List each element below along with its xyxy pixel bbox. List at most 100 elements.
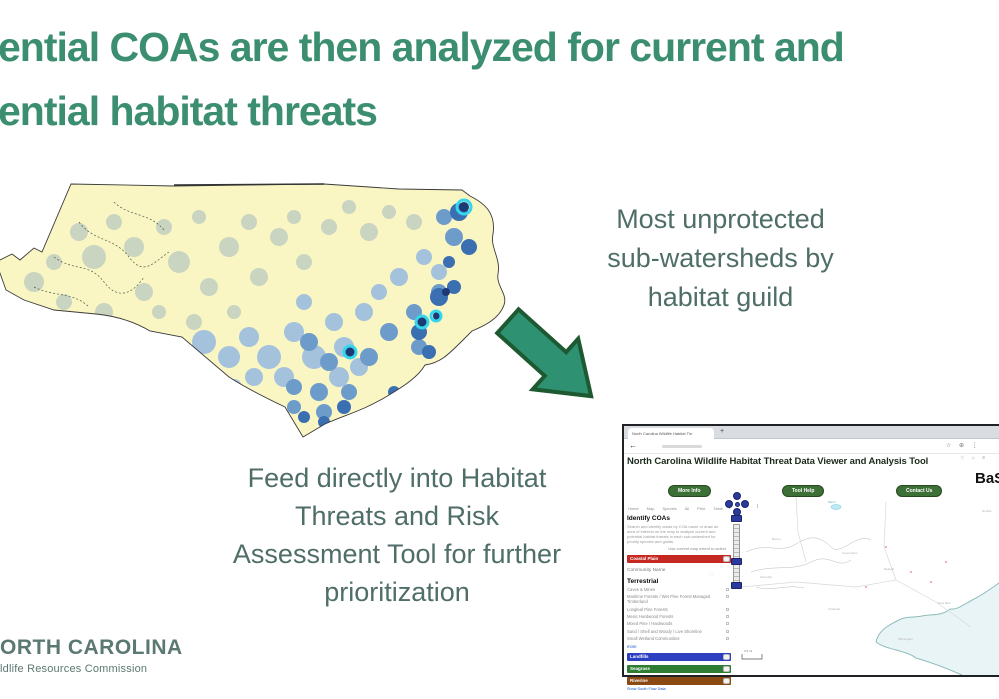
seagrass-label: Seagrass bbox=[630, 665, 651, 671]
layer-item-label: Sand / Shell and Woody / Live Shoreline bbox=[627, 628, 702, 634]
caption-line: Most unprotected bbox=[616, 204, 825, 234]
layer-checkbox[interactable] bbox=[726, 637, 729, 641]
toggle-knob[interactable] bbox=[723, 677, 730, 684]
menu-item[interactable]: All bbox=[684, 506, 690, 511]
svg-text:Boone: Boone bbox=[772, 537, 781, 541]
svg-text:Norfolk: Norfolk bbox=[982, 509, 992, 513]
svg-text:Charlotte: Charlotte bbox=[828, 607, 841, 611]
browser-action-icons[interactable]: ☆ ⊕ ⋮ bbox=[946, 443, 981, 449]
caption-line: Threats and Risk bbox=[294, 501, 500, 531]
kebab-icon[interactable]: ⁞ bbox=[757, 504, 759, 510]
slide-title-line2: ential habitat threats bbox=[0, 88, 378, 134]
layer-item-label: Small Wetland Communities bbox=[627, 636, 680, 642]
menu-item[interactable]: Map bbox=[646, 506, 655, 511]
toggle-knob[interactable] bbox=[723, 665, 730, 672]
layer-item[interactable]: Sand / Shell and Woody / Live Shoreline bbox=[627, 628, 729, 635]
layer-item[interactable]: Small Wetland Communities bbox=[627, 636, 729, 642]
caption-line: sub-watersheds by bbox=[607, 243, 834, 273]
layer-checkbox[interactable] bbox=[726, 622, 729, 626]
layer-checkbox[interactable] bbox=[726, 629, 729, 633]
browser-tab[interactable]: North Carolina Wildlife Habitat Thr bbox=[628, 428, 714, 439]
caption-most-unprotected: Most unprotected sub-watersheds by habit… bbox=[578, 200, 863, 317]
menu-item[interactable]: Species bbox=[662, 506, 677, 511]
toggle-knob[interactable] bbox=[723, 556, 730, 563]
browser-tabstrip: North Carolina Wildlife Habitat Thr + bbox=[624, 426, 999, 439]
basemap-button[interactable]: BaS bbox=[975, 470, 999, 487]
layer-item[interactable]: Caves & Mines bbox=[627, 586, 729, 593]
zoom-slider-handle[interactable] bbox=[731, 558, 742, 565]
logo-line1: ORTH CAROLINA bbox=[0, 636, 183, 659]
browser-toolbar: ← ☆ ⊕ ⋮ bbox=[624, 439, 999, 454]
svg-text:Wilmington: Wilmington bbox=[898, 637, 913, 641]
pan-left-button[interactable] bbox=[725, 500, 733, 508]
layer-item-label: Caves & Mines bbox=[627, 586, 656, 592]
zoom-slider-track[interactable] bbox=[733, 524, 740, 588]
tool-help-button[interactable]: Tool Help bbox=[782, 485, 825, 497]
layer-checkbox[interactable] bbox=[726, 607, 729, 611]
map-pan-control[interactable] bbox=[723, 492, 751, 520]
logo-line2: ldlife Resources Commission bbox=[0, 663, 148, 675]
landfills-bar[interactable]: Landfills bbox=[627, 652, 731, 661]
menu-item[interactable]: Home bbox=[628, 506, 639, 511]
app-page: North Carolina Wildlife Habitat Threat D… bbox=[624, 454, 999, 691]
layer-checkbox[interactable] bbox=[726, 614, 729, 618]
svg-text:Asheville: Asheville bbox=[760, 575, 772, 579]
coastal-plain-bar[interactable]: Coastal Plain bbox=[627, 555, 731, 564]
zoom-slider-handle[interactable] bbox=[731, 515, 742, 522]
layer-item-label: Mesic Hardwood Forests bbox=[627, 613, 674, 619]
nc-choropleth-map bbox=[0, 183, 506, 438]
layer-item[interactable]: Mixed Pine / Hardwoods bbox=[627, 621, 729, 627]
pan-up-button[interactable] bbox=[733, 492, 741, 500]
terrestrial-title: Terrestrial bbox=[627, 578, 659, 586]
zoom-slider-handle[interactable] bbox=[731, 582, 742, 589]
svg-text:Greensboro: Greensboro bbox=[842, 551, 858, 555]
caption-line: prioritization bbox=[324, 577, 470, 607]
layer-item-label: Longleaf Pine Forests bbox=[627, 606, 668, 612]
slide-title-line1: ential COAs are then analyzed for curren… bbox=[0, 24, 845, 70]
menu-item[interactable]: Table bbox=[713, 506, 723, 511]
contact-us-button[interactable]: Contact Us bbox=[896, 485, 943, 497]
coastal-plain-label: Coastal Plain bbox=[630, 556, 659, 562]
app-basemap[interactable]: Boone Asheville Charlotte Greensboro Raleig… bbox=[736, 492, 999, 675]
svg-text:Raleigh: Raleigh bbox=[884, 567, 895, 571]
lake-label: Kerr L bbox=[828, 500, 837, 504]
identify-coas-description: Search and identify areas by COA name or… bbox=[627, 524, 719, 545]
caption-feed-directly: Feed directly into Habitat Threats and R… bbox=[188, 459, 606, 611]
app-menu-row: Home Map Species All Print Table bbox=[628, 506, 723, 511]
app-top-icons[interactable]: ☆ ⌂ ≡ bbox=[960, 455, 989, 461]
riverine-label: Riverine bbox=[630, 677, 648, 683]
wrc-logo: ORTH CAROLINA ldlife Resources Commissio… bbox=[0, 636, 183, 675]
new-tab-icon[interactable]: + bbox=[720, 428, 725, 435]
layer-checkbox[interactable] bbox=[726, 595, 729, 599]
scale-label: 0 5 mi bbox=[744, 649, 753, 653]
menu-item[interactable]: Print bbox=[697, 506, 706, 511]
toggle-knob[interactable] bbox=[723, 653, 730, 660]
back-icon[interactable]: ← bbox=[629, 441, 637, 450]
sidebar-footer-link[interactable]: Show South Flow Data bbox=[627, 686, 666, 691]
seagrass-bar[interactable]: Seagrass bbox=[627, 664, 731, 673]
more-info-button[interactable]: More Info bbox=[668, 485, 711, 497]
caption-line: Assessment Tool for further bbox=[232, 539, 562, 569]
layer-item-label: Mixed Pine / Hardwoods bbox=[627, 621, 673, 627]
identify-coas-title: Identify COAs bbox=[627, 515, 670, 522]
map-extent-link[interactable]: Use current map extent to select bbox=[668, 546, 726, 552]
layer-item[interactable]: Mesic Hardwood Forests bbox=[627, 613, 729, 620]
layer-checkbox[interactable] bbox=[726, 587, 729, 591]
arrow-down-right-icon bbox=[494, 306, 594, 399]
layer-item-label: Maritime Forests / Wet Pine Forest Manag… bbox=[627, 594, 711, 605]
landfills-label: Landfills bbox=[630, 653, 649, 659]
layer-item[interactable]: Maritime Forests / Wet Pine Forest Manag… bbox=[627, 594, 729, 605]
address-bar[interactable] bbox=[662, 445, 702, 448]
riverine-bar[interactable]: Riverine bbox=[627, 676, 731, 685]
caption-line: habitat guild bbox=[647, 282, 794, 312]
pan-right-button[interactable] bbox=[741, 500, 749, 508]
app-heading: North Carolina Wildlife Habitat Threat D… bbox=[627, 456, 929, 467]
svg-text:New Bern: New Bern bbox=[938, 601, 952, 605]
community-name-label: Community Name bbox=[627, 568, 666, 574]
scribble-icon: ◌ bbox=[709, 569, 714, 579]
more-link[interactable]: more bbox=[627, 643, 637, 649]
browser-window-screenshot: North Carolina Wildlife Habitat Thr + ← … bbox=[622, 424, 999, 691]
pan-center-button[interactable] bbox=[734, 501, 740, 507]
layer-item[interactable]: Longleaf Pine Forests bbox=[627, 606, 729, 613]
